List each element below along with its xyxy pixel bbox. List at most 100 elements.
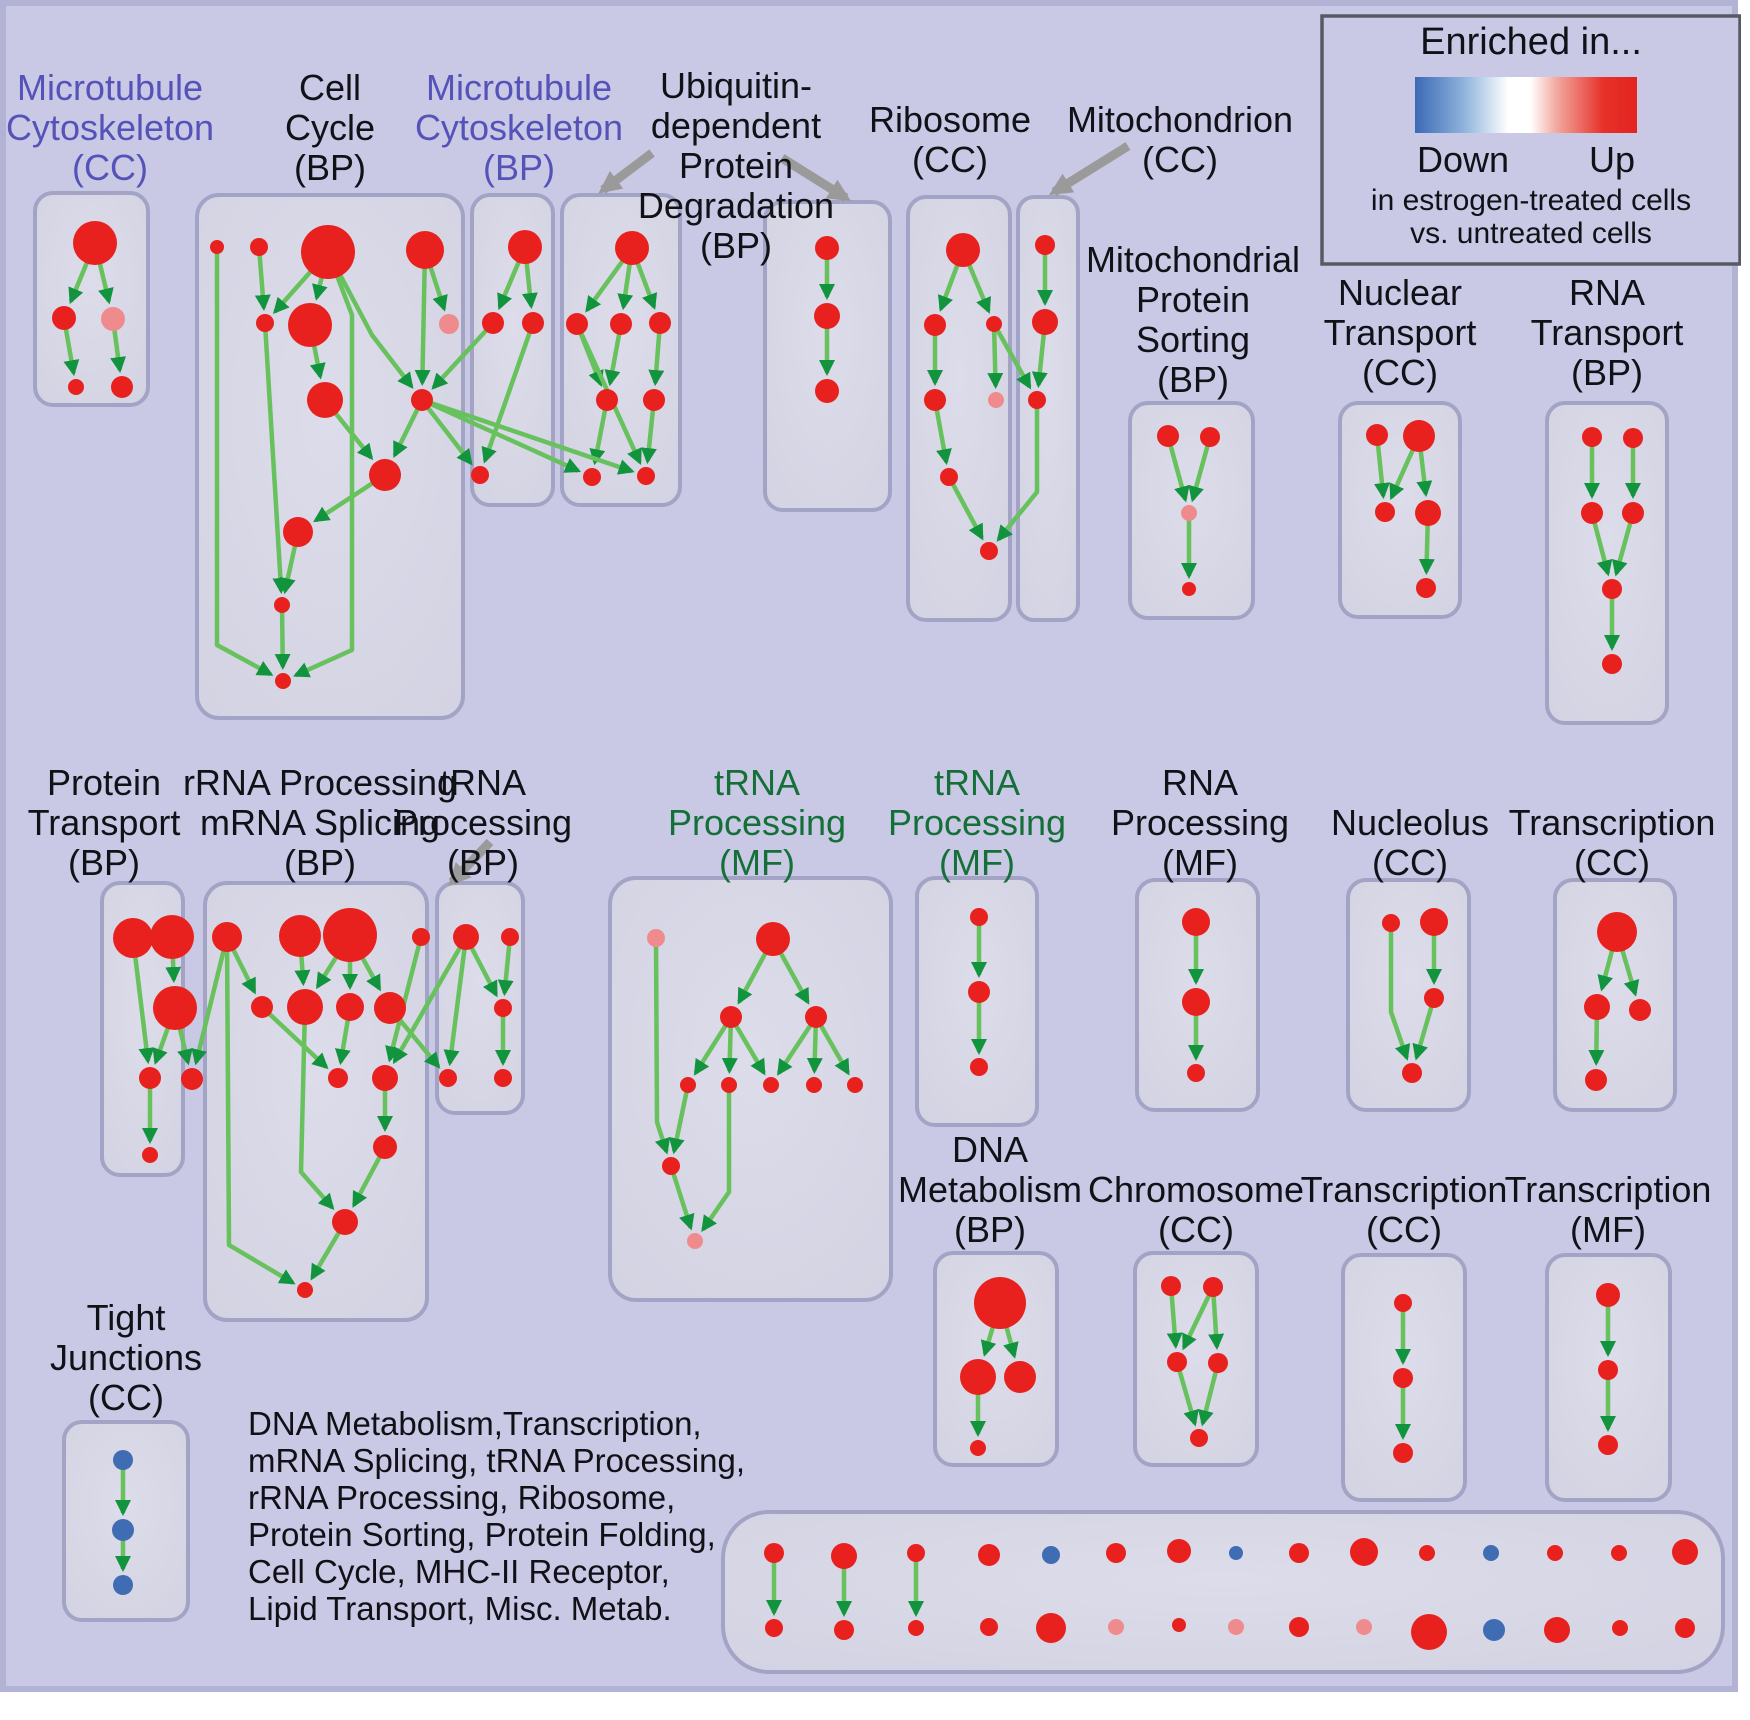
go-term-node (970, 1440, 986, 1456)
go-term-edge (1181, 1286, 1216, 1351)
go-term-node (68, 379, 84, 395)
go-term-edge (421, 397, 582, 473)
go-term-node (940, 468, 958, 486)
go-term-node (643, 389, 665, 411)
go-term-edge (191, 936, 230, 1066)
cluster-label-mitochondrial-protein-sorting-bp: Mitochondrial Protein Sorting (BP) (1086, 239, 1300, 400)
go-term-node (815, 379, 839, 403)
go-term-edge (987, 323, 1004, 389)
go-term-node (649, 312, 671, 334)
go-term-node (250, 238, 268, 256)
go-term-edge (443, 936, 469, 1067)
go-term-node (212, 922, 242, 952)
go-term-node (1161, 1276, 1181, 1296)
cluster-label-transcription-cc: Transcription (CC) (1509, 802, 1716, 883)
cluster-box-nuclear-transport-cc (1338, 401, 1462, 619)
cluster-label-microtubule-cytoskeleton-bp: Microtubule Cytoskeleton (BP) (415, 67, 623, 188)
go-term-node (439, 1069, 457, 1087)
go-term-edge (130, 937, 155, 1065)
label-pointer-arrow (598, 149, 655, 194)
go-term-node (406, 231, 444, 269)
go-term-node (1108, 1619, 1124, 1635)
go-term-edge (996, 400, 1040, 542)
go-term-node (1028, 391, 1046, 409)
go-term-node (1581, 502, 1603, 524)
go-term-edge (653, 937, 671, 1155)
go-term-edge (298, 1006, 335, 1210)
go-term-node (501, 928, 519, 946)
go-term-node (453, 924, 479, 950)
go-term-node (1623, 428, 1643, 448)
go-term-node (482, 312, 504, 334)
go-term-node (113, 1575, 133, 1595)
go-term-node (142, 1147, 158, 1163)
go-term-edge (701, 1085, 732, 1232)
go-term-node (274, 597, 290, 613)
cluster-box-microtubule-cytoskeleton-cc (33, 191, 150, 407)
cluster-label-transcription-mf: Transcription (MF) (1505, 1169, 1712, 1250)
go-term-node (1424, 988, 1444, 1008)
go-term-node (1167, 1539, 1191, 1563)
legend-subtitle-2: vs. untreated cells (1410, 217, 1652, 250)
go-term-node (153, 986, 197, 1030)
go-term-node (566, 313, 588, 335)
go-term-edge (1388, 923, 1411, 1061)
go-term-edge (274, 604, 291, 670)
go-term-node (610, 313, 632, 335)
go-term-edge (497, 936, 514, 997)
figure-footnote: DNA Metabolism,Transcription, mRNA Splici… (248, 1405, 745, 1627)
legend: Enriched in... Down Up in estrogen-treated … (1320, 14, 1742, 266)
go-term-edge (1174, 1361, 1199, 1427)
go-term-node (834, 1620, 854, 1640)
go-term-edge (1166, 1285, 1183, 1349)
cluster-label-trna-processing-bp: tRNA Processing (BP) (394, 762, 572, 883)
go-term-node (275, 673, 291, 689)
go-term-node (662, 1157, 680, 1175)
go-term-node (970, 908, 988, 926)
go-term-node (113, 918, 153, 958)
go-term-node (150, 915, 194, 959)
go-term-node (1004, 1361, 1036, 1393)
go-term-node (1356, 1619, 1372, 1635)
go-term-node (301, 225, 355, 279)
go-term-node (508, 230, 542, 264)
go-term-node (765, 1619, 783, 1637)
cluster-label-rrna-processing-mrna-splicing-bp: rRNA Processing mRNA Splicing (BP) (183, 762, 457, 883)
go-term-node (1032, 309, 1058, 335)
go-term-node (974, 1277, 1026, 1329)
go-term-node (251, 996, 273, 1018)
go-term-edge (1412, 997, 1437, 1061)
go-term-node (411, 389, 433, 411)
go-term-node (1382, 914, 1400, 932)
go-term-node (112, 1519, 134, 1541)
go-term-node (1483, 1545, 1499, 1561)
legend-up-label: Up (1589, 139, 1635, 180)
go-term-node (647, 929, 665, 947)
go-term-node (210, 240, 224, 254)
go-term-node (1042, 1546, 1060, 1564)
go-term-node (181, 1068, 203, 1090)
go-term-node (73, 221, 117, 265)
go-term-node (1629, 999, 1651, 1021)
go-term-node (522, 312, 544, 334)
go-term-node (615, 231, 649, 265)
go-term-edge (214, 247, 274, 677)
go-term-node (1187, 1064, 1205, 1082)
go-term-node (1181, 505, 1197, 521)
go-term-node (831, 1543, 857, 1569)
go-term-node (1483, 1619, 1505, 1641)
go-term-node (336, 993, 364, 1021)
cluster-label-ubiquitin-dependent-protein-degradation-bp: Ubiquitin-dependent Protein Degradation (BP… (638, 65, 834, 266)
go-term-node (1544, 1617, 1570, 1643)
go-term-node (412, 928, 430, 946)
go-term-edge (262, 322, 289, 594)
go-term-node (764, 1543, 784, 1563)
go-term-node (1182, 908, 1210, 936)
go-term-node (372, 1065, 398, 1091)
legend-subtitle-1: in estrogen-treated cells (1371, 184, 1691, 217)
node-layer (52, 221, 1698, 1650)
go-term-node (297, 1282, 313, 1298)
cluster-box-dna-metabolism-bp (933, 1251, 1059, 1467)
go-term-node (924, 314, 946, 336)
go-term-node (1394, 1294, 1412, 1312)
